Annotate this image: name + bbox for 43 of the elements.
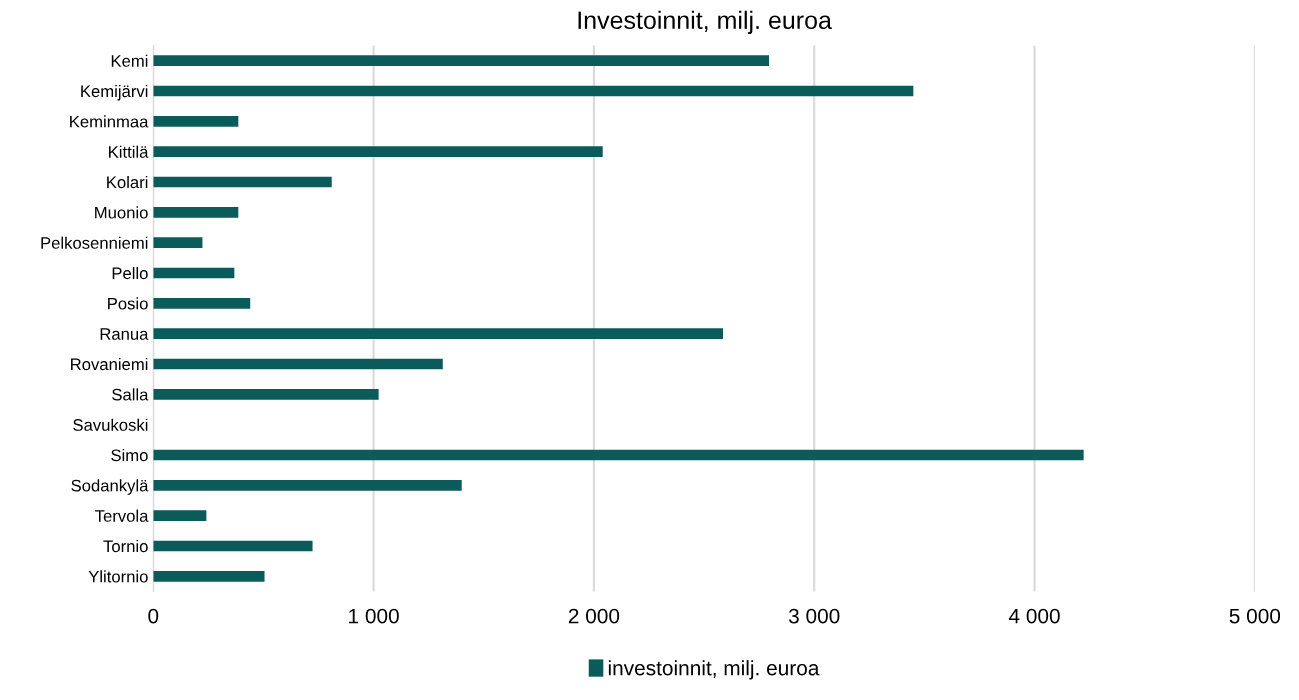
y-tick-label: Simo: [111, 448, 148, 462]
bar: [153, 328, 723, 339]
bar: [153, 389, 379, 400]
bar: [153, 176, 332, 188]
bar: [153, 480, 462, 491]
y-tick-label: Ylitornio: [88, 570, 148, 583]
y-tick-label: Ranua: [100, 328, 149, 340]
y-tick-label: Keminmaa: [70, 115, 149, 128]
bar: [153, 85, 914, 97]
y-tick-label: Kittilä: [109, 145, 149, 158]
x-tick-label: 4 000: [1008, 608, 1060, 624]
x-tick-label: 5 000: [1229, 608, 1281, 624]
x-tick-label: 0: [148, 608, 159, 624]
y-tick-label: Muonio: [95, 206, 148, 219]
bar: [153, 116, 239, 127]
bar: [153, 237, 203, 248]
y-tick-label: Rovaniemi: [71, 357, 148, 371]
y-tick-label: Pello: [112, 266, 148, 280]
y-tick-label: Salla: [112, 388, 149, 401]
bar: [153, 449, 1084, 461]
bar: [153, 540, 313, 552]
bar: [153, 55, 770, 66]
y-tick-label: Kemijärvi: [81, 84, 148, 101]
x-tick-label: 1 000: [349, 608, 399, 624]
chart-title: Investoinnit, milj. euroa: [578, 10, 832, 35]
y-tick-label: Kolari: [107, 175, 148, 189]
x-tick-label: 3 000: [788, 608, 840, 624]
bar: [153, 146, 603, 157]
y-tick-label: Savukoski: [73, 418, 148, 431]
x-tick-label: 2 000: [568, 608, 620, 624]
bar: [153, 207, 239, 218]
y-tick-label: Posio: [108, 297, 148, 310]
y-tick-label: Sodankylä: [71, 479, 149, 495]
bar: [153, 358, 443, 370]
legend-label: investoinnit, milj. euroa: [608, 660, 820, 680]
y-tick-label: Tervola: [95, 509, 149, 522]
bar: [153, 267, 235, 279]
y-tick-label: Tornio: [103, 539, 148, 553]
y-tick-label: Pelkosenniemi: [41, 236, 148, 249]
y-tick-label: Kemi: [111, 54, 148, 67]
bar: [153, 298, 251, 309]
bar: [153, 571, 265, 582]
bar: [153, 510, 207, 521]
